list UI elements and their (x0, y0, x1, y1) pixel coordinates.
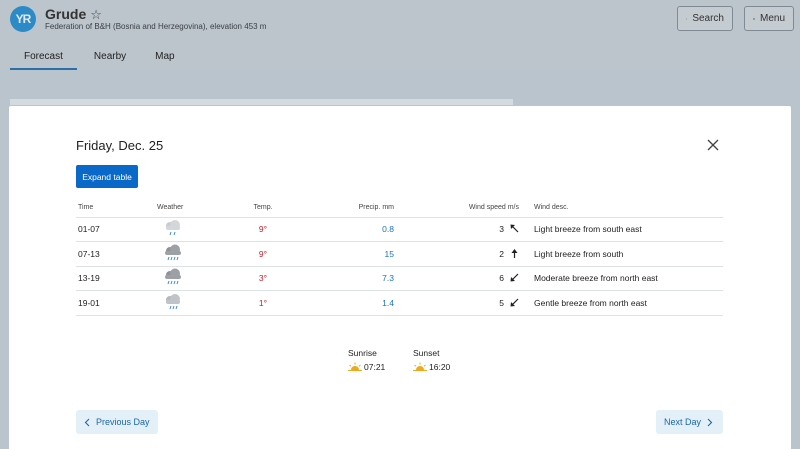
weather-cell (142, 290, 224, 316)
tab-map[interactable]: Map (155, 51, 175, 62)
table-row: 07-13 9° 15 2 Light breeze from south (76, 241, 723, 267)
col-precip: Precip. mm (302, 199, 394, 218)
row-wind-desc: Light breeze from south east (519, 217, 723, 242)
row-time: 13-19 (76, 266, 142, 291)
col-wind-speed: Wind speed m/s (394, 199, 519, 218)
rain-cloud-icon (165, 268, 181, 285)
table-row: 13-19 3° 7.3 6 Moderate breeze from nort… (76, 266, 723, 291)
col-weather: Weather (142, 199, 224, 218)
row-wind-speed: 2 (499, 248, 504, 259)
col-time: Time (76, 199, 142, 218)
arrow-down-left-icon (510, 298, 519, 307)
row-wind-speed: 6 (499, 273, 504, 284)
search-label: Search (692, 13, 724, 24)
row-temp: 9° (224, 217, 302, 242)
expand-table-button[interactable]: Expand table (76, 165, 138, 188)
row-wind-desc: Gentle breeze from north east (519, 290, 723, 316)
row-time: 01-07 (76, 217, 142, 242)
background-content (10, 99, 513, 105)
sunset-time: 16:20 (429, 362, 451, 372)
sunset-icon (413, 362, 427, 371)
row-wind-desc: Moderate breeze from north east (519, 266, 723, 291)
page-header: YR Grude ☆ Federation of B&H (Bosnia and … (0, 0, 800, 70)
row-wind-speed: 5 (499, 297, 504, 308)
row-precip: 7.3 (302, 266, 394, 291)
sunset-label: Sunset (413, 348, 440, 358)
light-rain-cloud-icon (166, 220, 180, 236)
sunrise-label: Sunrise (348, 348, 377, 358)
day-detail-dialog: Friday, Dec. 25 Expand table Time Weathe… (9, 106, 791, 449)
row-wind: 6 (394, 266, 519, 291)
weather-cell (142, 241, 224, 267)
sunset: Sunset 16:20 (413, 348, 450, 372)
row-wind: 3 (394, 217, 519, 242)
arrow-up-icon (511, 248, 518, 258)
tab-nearby[interactable]: Nearby (93, 51, 127, 62)
row-wind-speed: 3 (499, 224, 504, 235)
location-subtitle: Federation of B&H (Bosnia and Herzegovin… (45, 22, 267, 31)
col-wind-desc: Wind desc. (519, 199, 723, 218)
sunrise: Sunrise 07:21 (348, 348, 385, 372)
location-name: Grude (45, 6, 87, 22)
row-temp: 1° (224, 290, 302, 316)
tab-forecast[interactable]: Forecast (10, 49, 77, 70)
menu-button[interactable]: Menu (744, 6, 794, 31)
row-temp: 3° (224, 266, 302, 291)
next-day-label: Next Day (664, 417, 702, 427)
row-time: 07-13 (76, 241, 142, 267)
favorite-star-icon[interactable]: ☆ (90, 7, 102, 22)
previous-day-button[interactable]: Previous Day (76, 410, 158, 434)
rain-cloud-icon (165, 244, 181, 260)
chevron-right-icon (707, 418, 713, 426)
main-tabs: Forecast Nearby Map (10, 49, 189, 70)
dialog-title: Friday, Dec. 25 (76, 138, 164, 153)
arrow-up-left-icon (510, 224, 519, 233)
hamburger-icon (753, 17, 755, 20)
row-time: 19-01 (76, 290, 142, 316)
weather-cell (142, 266, 224, 291)
forecast-table: Time Weather Temp. Precip. mm Wind speed… (76, 199, 723, 316)
table-row: 01-07 9° 0.8 3 Light breeze from south e… (76, 217, 723, 242)
sunrise-time: 07:21 (364, 362, 386, 372)
table-header-row: Time Weather Temp. Precip. mm Wind speed… (76, 199, 723, 218)
table-row: 19-01 1° 1.4 5 Gentle breeze from north … (76, 290, 723, 316)
next-day-button[interactable]: Next Day (656, 410, 723, 434)
search-button[interactable]: Search (677, 6, 733, 31)
row-precip: 15 (302, 241, 394, 267)
arrow-down-left-icon (510, 273, 519, 282)
close-icon[interactable] (706, 138, 720, 152)
row-precip: 0.8 (302, 217, 394, 242)
chevron-left-icon (84, 418, 90, 426)
col-temp: Temp. (224, 199, 302, 218)
weather-cell (142, 217, 224, 242)
location-title: Grude ☆ (45, 6, 102, 23)
sunrise-icon (348, 362, 362, 371)
row-precip: 1.4 (302, 290, 394, 316)
yr-logo[interactable]: YR (10, 6, 36, 32)
row-temp: 9° (224, 241, 302, 267)
row-wind: 2 (394, 241, 519, 267)
row-wind: 5 (394, 290, 519, 316)
row-wind-desc: Light breeze from south (519, 241, 723, 267)
light-rain-cloud-icon (166, 293, 180, 309)
previous-day-label: Previous Day (96, 417, 150, 427)
search-icon (686, 17, 688, 20)
menu-label: Menu (759, 13, 785, 24)
